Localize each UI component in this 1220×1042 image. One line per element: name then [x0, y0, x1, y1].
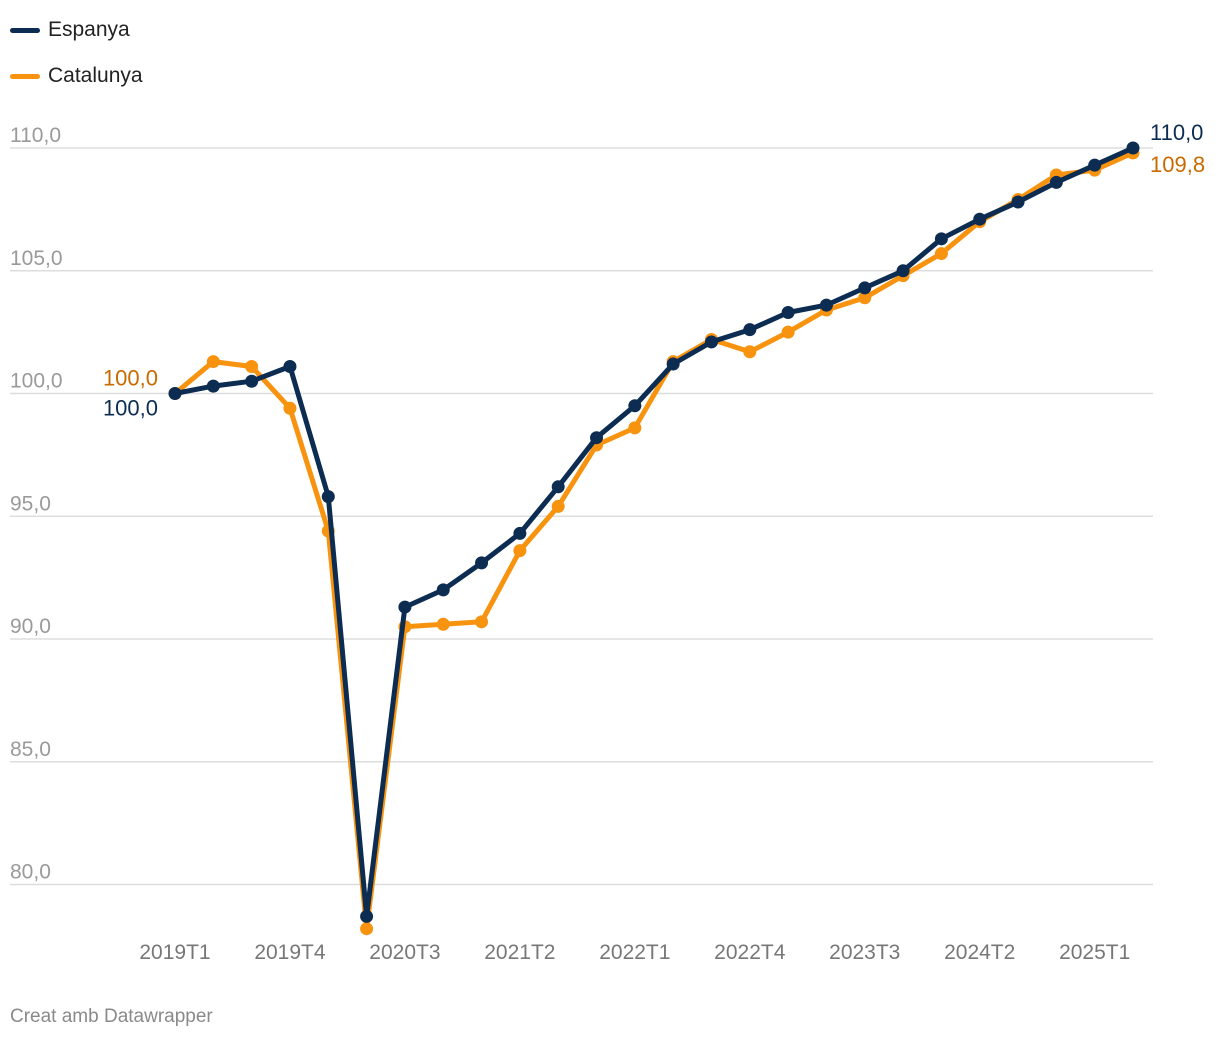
x-tick-label: 2023T3 [829, 941, 900, 964]
data-point-espanya [513, 526, 527, 540]
data-point-espanya [973, 212, 987, 226]
data-point-catalunya [551, 499, 565, 513]
x-tick-label: 2019T4 [254, 941, 326, 964]
x-tick-label: 2021T2 [484, 941, 555, 964]
credit-text: Creat amb Datawrapper [10, 1006, 213, 1027]
data-point-catalunya [743, 345, 757, 359]
data-point-espanya [1088, 158, 1102, 172]
data-point-catalunya [513, 544, 527, 558]
data-point-espanya [628, 399, 642, 413]
legend-swatch-espanya [10, 27, 40, 33]
data-point-espanya [398, 600, 412, 614]
series-layer [168, 141, 1140, 936]
data-point-espanya [436, 583, 450, 597]
legend-item-espanya: Espanya [10, 14, 143, 46]
series-line-espanya [172, 145, 1136, 919]
chart-legend: Espanya Catalunya [10, 14, 143, 106]
end-label-catalunya: 109,8 [1150, 152, 1205, 177]
data-point-espanya [245, 374, 259, 388]
data-point-espanya [168, 387, 182, 400]
data-point-catalunya [206, 355, 220, 369]
data-point-espanya [283, 359, 297, 373]
data-point-catalunya [475, 615, 489, 629]
grid-layer: 80,0 85,0 90,0 95,0 100,0 105,0 110,0 [10, 124, 1153, 886]
start-label-espanya: 100,0 [103, 396, 158, 421]
data-point-espanya [666, 357, 680, 371]
x-tick-label: 2022T4 [714, 941, 786, 964]
data-point-espanya [206, 379, 220, 393]
data-point-catalunya [436, 617, 450, 631]
data-point-espanya [360, 909, 374, 923]
data-point-espanya [1011, 195, 1025, 209]
y-tick-label: 100,0 [10, 370, 63, 393]
y-tick-label: 85,0 [10, 738, 51, 761]
y-tick-label: 80,0 [10, 861, 51, 884]
data-point-espanya [743, 323, 757, 337]
series-catalunya [168, 146, 1140, 936]
data-point-espanya [819, 298, 833, 312]
x-tick-label: 2025T1 [1059, 941, 1130, 964]
data-point-catalunya [360, 922, 374, 936]
x-axis: 2019T1 2019T4 2020T3 2021T2 2022T1 2022T4 2023… [139, 941, 1130, 964]
end-label-espanya: 110,0 [1150, 120, 1203, 145]
data-point-espanya [321, 490, 335, 504]
data-point-espanya [1126, 141, 1140, 155]
legend-swatch-catalunya [10, 73, 40, 79]
data-point-catalunya [781, 325, 795, 339]
data-point-espanya [934, 232, 948, 246]
data-label-layer: 100,0 109,8 100,0 110,0 [103, 120, 1205, 421]
y-tick-label: 105,0 [10, 247, 63, 270]
data-point-espanya [858, 281, 872, 295]
y-tick-label: 110,0 [10, 124, 61, 147]
x-tick-label: 2024T2 [944, 941, 1015, 964]
series-line-catalunya [172, 150, 1136, 932]
y-tick-label: 90,0 [10, 615, 51, 638]
data-point-catalunya [283, 401, 297, 415]
x-tick-label: 2019T1 [139, 941, 210, 964]
data-point-espanya [475, 556, 489, 570]
x-tick-label: 2020T3 [369, 941, 440, 964]
data-point-espanya [1049, 175, 1063, 189]
start-label-catalunya: 100,0 [103, 366, 158, 391]
data-point-catalunya [934, 247, 948, 261]
data-point-espanya [590, 431, 604, 445]
data-point-espanya [896, 264, 910, 278]
data-point-catalunya [858, 291, 872, 305]
series-espanya [168, 141, 1140, 923]
x-tick-label: 2022T1 [599, 941, 670, 964]
data-point-catalunya [628, 421, 642, 435]
data-point-espanya [781, 305, 795, 319]
data-point-espanya [704, 335, 718, 349]
data-point-espanya [551, 480, 565, 494]
y-tick-label: 95,0 [10, 492, 51, 515]
legend-item-catalunya: Catalunya [10, 60, 143, 92]
legend-label-espanya: Espanya [48, 18, 130, 41]
data-point-catalunya [245, 359, 259, 373]
legend-label-catalunya: Catalunya [48, 64, 143, 87]
